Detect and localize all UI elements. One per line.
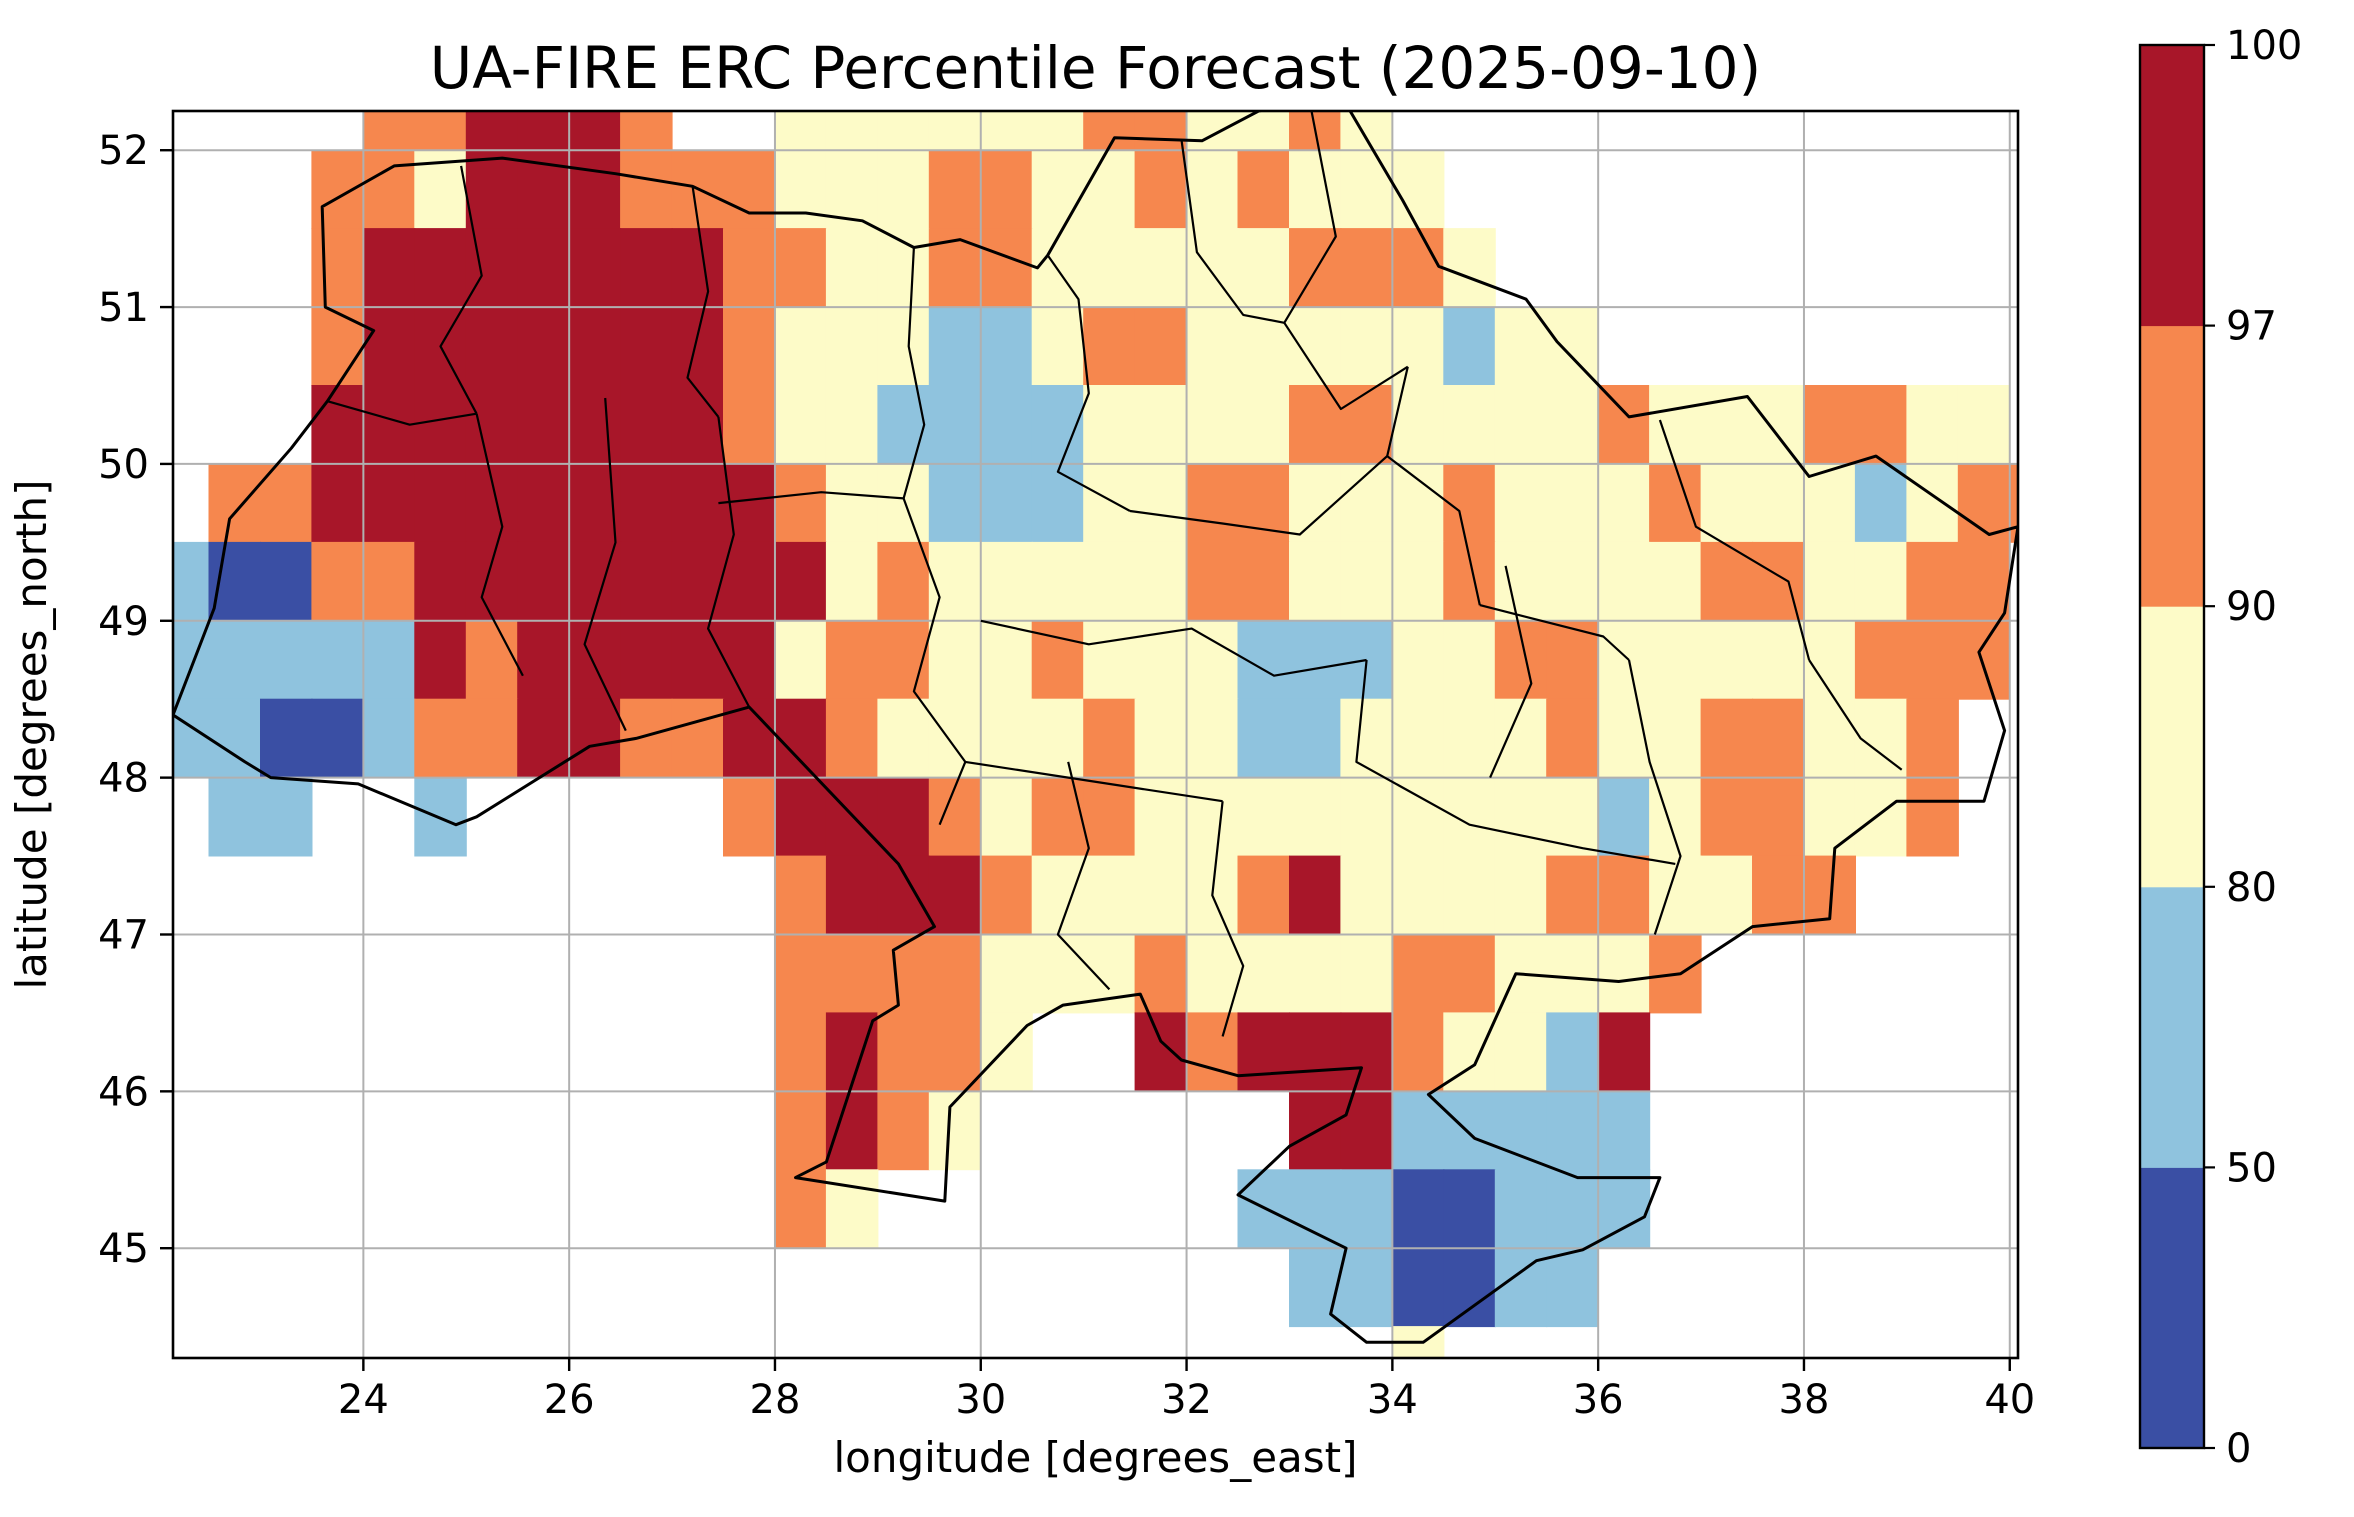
y-tick-label: 52 <box>98 128 149 174</box>
admin-borders <box>173 111 2018 1344</box>
oblast-border <box>1627 659 1682 935</box>
y-tick-label: 49 <box>98 599 149 645</box>
oblast-border <box>1355 659 1676 865</box>
y-tick-label: 50 <box>98 442 149 488</box>
oblast-border <box>718 491 904 505</box>
axis-ticks <box>160 149 2011 1371</box>
colorbar-segment <box>2140 606 2204 888</box>
x-tick-label: 34 <box>1367 1377 1418 1423</box>
y-tick-label: 46 <box>98 1069 149 1115</box>
y-tick-label: 45 <box>98 1226 149 1272</box>
oblast-border <box>1489 565 1533 779</box>
colorbar-segment <box>2140 45 2204 327</box>
oblast-border <box>1479 604 1630 661</box>
x-tick-label: 30 <box>955 1377 1006 1423</box>
x-tick-label: 38 <box>1779 1377 1830 1423</box>
oblast-border <box>1808 659 1903 771</box>
oblast-border <box>439 165 483 415</box>
x-tick-label: 36 <box>1573 1377 1624 1423</box>
oblast-border <box>1129 455 1388 536</box>
oblast-border <box>965 760 1223 803</box>
colorbar-tick-label: 100 <box>2226 23 2302 69</box>
y-tick-label: 51 <box>98 285 149 331</box>
oblast-border <box>902 498 967 826</box>
y-tick-label: 48 <box>98 756 149 802</box>
y-axis-label: latitude [degrees_north] <box>7 480 56 990</box>
colorbar-tick-label: 80 <box>2226 865 2277 911</box>
colorbar-frame <box>2138 43 2206 1450</box>
oblast-border <box>686 186 720 418</box>
colorbar-tick-label: 0 <box>2226 1426 2251 1472</box>
oblast-border <box>1658 419 1811 661</box>
oblast-border <box>327 400 477 426</box>
colorbar-ticks <box>2204 43 2215 1450</box>
oblast-border <box>1211 801 1245 1037</box>
colorbar: 0 50 80 90 97 100 <box>2138 23 2302 1472</box>
oblast-border <box>1180 139 1285 324</box>
oblast-border <box>980 619 1367 677</box>
oblast-border <box>1283 111 1409 411</box>
x-tick-label: 24 <box>338 1377 389 1423</box>
x-tick-label: 40 <box>1984 1377 2035 1423</box>
y-tick-label: 47 <box>98 912 149 958</box>
oblast-border <box>583 397 627 732</box>
x-axis-label: longitude [degrees_east] <box>833 1433 1357 1482</box>
oblast-border <box>1046 254 1131 512</box>
colorbar-segment <box>2140 886 2204 1168</box>
colorbar-tick-label: 50 <box>2226 1145 2277 1191</box>
x-tick-label: 26 <box>544 1377 595 1423</box>
colorbar-segment <box>2140 325 2204 607</box>
colorbar-tick-label: 97 <box>2226 304 2277 350</box>
chart-title: UA-FIRE ERC Percentile Forecast (2025-09… <box>430 34 1761 102</box>
colorbar-tick-label: 90 <box>2226 584 2277 630</box>
national-border <box>173 111 2018 1344</box>
oblast-border <box>902 247 926 499</box>
x-tick-label: 28 <box>750 1377 801 1423</box>
x-tick-label: 32 <box>1161 1377 1212 1423</box>
oblast-border <box>1056 761 1111 991</box>
colorbar-segment <box>2140 1167 2204 1449</box>
oblast-border <box>475 413 524 677</box>
raster-cells <box>173 111 2018 1358</box>
oblast-border <box>707 416 751 708</box>
oblast-border <box>1386 366 1481 606</box>
axes-frame <box>171 109 2020 1360</box>
